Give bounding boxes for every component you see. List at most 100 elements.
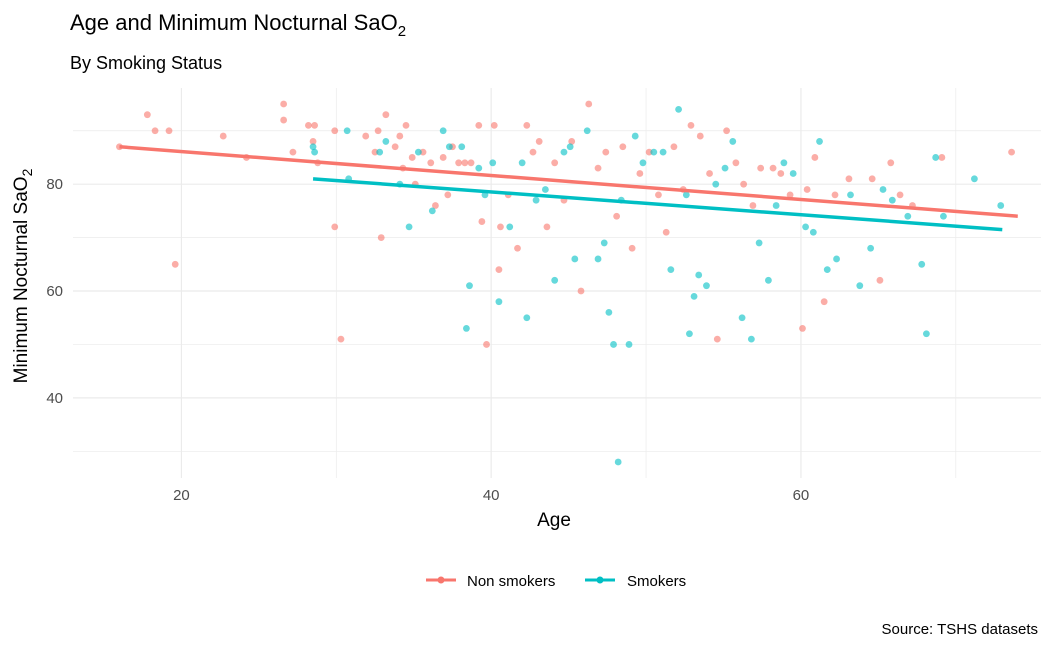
non-smoker-point	[419, 148, 427, 156]
smoker-point	[904, 212, 912, 220]
non-smoker-point	[723, 127, 730, 135]
chart-title-subscript: 2	[398, 23, 406, 40]
smoker-point	[703, 282, 710, 290]
smoker-point	[458, 143, 466, 151]
smoker-point	[594, 255, 602, 263]
legend-item-non-smokers: Non smokers	[426, 573, 555, 590]
y-tick-label: 40	[46, 390, 63, 407]
legend-item-smokers: Smokers	[585, 573, 686, 590]
axis-ticks: 20 40 60 40 60 80	[46, 176, 809, 504]
smoker-point	[823, 266, 831, 274]
non-smoker-point	[887, 159, 895, 167]
smoker-point	[675, 105, 682, 113]
non-smoker-point	[868, 175, 876, 183]
non-smoker-point	[613, 212, 621, 220]
smoker-point	[682, 191, 690, 199]
smoker-point	[971, 175, 978, 183]
smoker-point	[382, 138, 390, 145]
smoker-point	[489, 159, 497, 167]
non-smoker-point	[374, 127, 382, 135]
legend-key-dot	[437, 576, 445, 584]
non-smoker-point	[535, 138, 543, 145]
smoker-point	[560, 148, 568, 156]
smoker-point	[518, 159, 526, 167]
non-smoker-point	[799, 325, 806, 332]
smoker-point	[309, 143, 317, 151]
smoker-point	[506, 223, 514, 231]
non-smoker-point	[219, 132, 227, 140]
non-smoker-point	[497, 223, 504, 231]
non-smoker-point	[577, 287, 585, 295]
non-smoker-point	[377, 234, 385, 241]
smoker-point	[833, 255, 840, 263]
legend-label-non-smokers: Non smokers	[467, 573, 555, 590]
smoker-point	[695, 271, 703, 279]
smoker-point	[879, 186, 887, 193]
smoker-point	[940, 212, 947, 220]
smoker-point	[532, 196, 540, 204]
non-smoker-point	[803, 186, 811, 193]
non-smoker-point	[331, 127, 339, 135]
non-smoker-point	[478, 218, 486, 225]
chart-title-text: Age and Minimum Nocturnal SaO	[70, 10, 398, 35]
non-smoker-point	[467, 159, 475, 167]
non-smoker-point	[636, 170, 644, 177]
grid	[73, 88, 1041, 478]
non-smoker-point	[628, 244, 636, 252]
non-smoker-point	[757, 164, 765, 172]
non-smoker-point	[408, 154, 416, 161]
smoker-point	[462, 325, 470, 332]
non-smoker-point	[655, 191, 662, 199]
non-smoker-point	[896, 191, 904, 199]
legend-key-dot	[596, 576, 604, 584]
x-tick-label: 40	[483, 487, 500, 504]
non-smoker-point	[514, 244, 521, 252]
smoker-point	[541, 186, 549, 193]
smoker-point	[932, 154, 940, 161]
smoker-point	[583, 127, 591, 135]
smoker-point	[690, 292, 698, 300]
non-smoker-point	[585, 100, 593, 108]
smoker-point	[765, 276, 772, 284]
smoker-point	[712, 180, 720, 188]
non-smoker-point	[876, 276, 884, 284]
non-smoker-point	[749, 202, 757, 209]
non-smoker-point	[444, 191, 452, 199]
non-smoker-point	[619, 143, 627, 151]
non-smoker-point	[143, 111, 151, 119]
y-axis-title-subscript: 2	[19, 168, 35, 176]
x-axis-title: Age	[537, 510, 571, 531]
smoker-point	[551, 276, 559, 284]
smoker-point	[376, 148, 384, 156]
non-smokers-trend-line	[119, 145, 1018, 218]
data-points	[116, 100, 1015, 466]
non-smoker-point	[740, 180, 748, 188]
non-smoker-point	[461, 159, 469, 167]
legend-label-smokers: Smokers	[627, 573, 686, 590]
non-smoker-point	[455, 159, 463, 167]
smoker-point	[605, 308, 613, 316]
x-tick-label: 20	[173, 487, 190, 504]
smoker-point	[414, 148, 422, 156]
smoker-point	[659, 148, 667, 156]
non-smoker-point	[696, 132, 704, 140]
smoker-point	[445, 143, 453, 151]
smoker-point	[428, 207, 436, 215]
non-smoker-point	[331, 223, 339, 231]
non-smoker-point	[594, 164, 602, 172]
smoker-point	[523, 314, 531, 322]
smoker-point	[610, 341, 617, 348]
smoker-point	[867, 244, 875, 252]
legend: Non smokers Smokers	[426, 573, 686, 590]
non-smoker-point	[602, 148, 610, 156]
y-tick-label: 80	[46, 176, 63, 193]
non-smoker-point	[371, 148, 379, 156]
smoker-point	[772, 202, 780, 209]
chart-subtitle: By Smoking Status	[70, 53, 222, 73]
smoker-point	[466, 282, 473, 290]
non-smoker-point	[483, 341, 490, 348]
smoker-point	[667, 266, 675, 274]
non-smoker-point	[280, 116, 288, 124]
smoker-point	[639, 159, 647, 167]
non-smoker-point	[820, 298, 828, 306]
